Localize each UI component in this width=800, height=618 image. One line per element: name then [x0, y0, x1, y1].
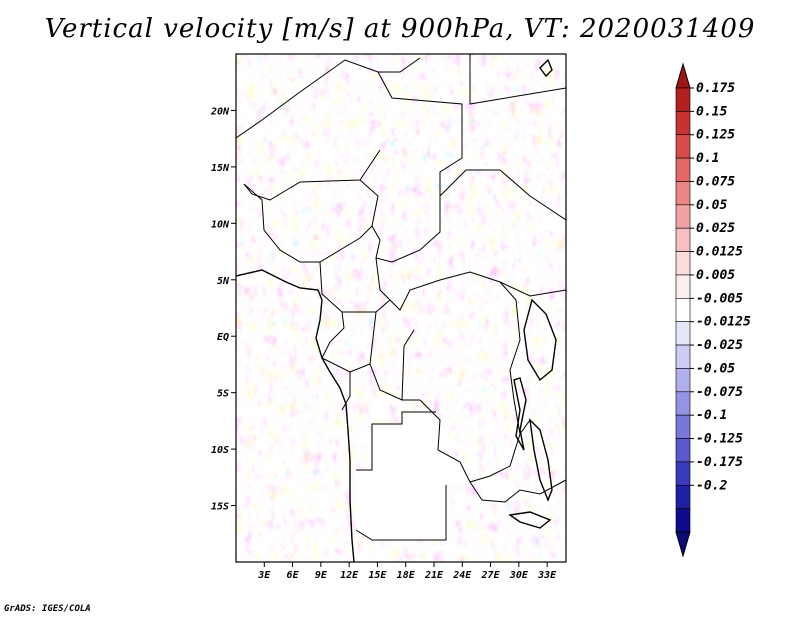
x-tick-label: 9E [315, 570, 328, 581]
x-tick-label: 18E [397, 570, 416, 581]
colorbar-swatch [675, 111, 691, 136]
x-tick-label: 27E [481, 570, 501, 581]
x-axis: 3E 6E 9E 12E 15E 18E 21E 24E 27E 30E 33E [257, 562, 557, 581]
colorbar-swatch [675, 227, 691, 252]
colorbar-under-triangle [675, 531, 691, 558]
colorbar-swatch [675, 204, 691, 229]
colorbar-label: 0.075 [696, 174, 735, 189]
credit-text: GrADS: IGES/COLA [4, 604, 91, 614]
colorbar-swatch [675, 438, 691, 463]
colorbar-swatch [675, 321, 691, 346]
colorbar-swatch [675, 274, 691, 299]
y-tick-label: 15S [211, 502, 229, 513]
colorbar-label: -0.125 [696, 432, 743, 447]
map-frame [235, 53, 567, 563]
colorbar-label: 0.15 [696, 104, 727, 119]
colorbar-label: 0.0125 [696, 245, 743, 260]
colorbar-swatch [675, 87, 691, 112]
y-tick-label: 5N [217, 276, 230, 287]
colorbar-label: 0.1 [696, 151, 719, 166]
colorbar-swatch [675, 157, 691, 182]
plot-title: Vertical velocity [m/s] at 900hPa, VT: 2… [44, 14, 756, 44]
x-tick-label: 12E [340, 570, 359, 581]
x-tick-label: 24E [452, 570, 472, 581]
x-tick-label: 6E [287, 570, 300, 581]
colorbar-label: -0.0125 [696, 315, 751, 330]
colorbar-swatch [675, 344, 691, 369]
y-tick-label: EQ [217, 332, 229, 343]
x-tick-label: 15E [368, 570, 387, 581]
colorbar-swatch [675, 251, 691, 276]
colorbar-swatch [675, 461, 691, 486]
colorbar-swatch [675, 508, 691, 533]
y-tick-label: 15N [211, 163, 230, 174]
colorbar-label: -0.075 [696, 385, 743, 400]
colorbar-label: 0.05 [696, 198, 727, 213]
colorbar-swatch [675, 181, 691, 206]
colorbar-over-triangle [675, 62, 691, 89]
colorbar-swatch [675, 368, 691, 393]
colorbar: 0.175 0.15 0.125 0.1 0.075 0.05 0.025 0.0125 0.0… [675, 62, 751, 558]
y-tick-label: 5S [217, 389, 229, 400]
x-tick-label: 30E [509, 570, 529, 581]
colorbar-label: -0.2 [696, 478, 727, 493]
colorbar-label: 0.175 [696, 81, 735, 96]
y-axis: 20N 15N 10N 5N EQ 5S 10S 15S [210, 106, 236, 513]
colorbar-swatch [675, 298, 691, 322]
colorbar-swatch [675, 484, 691, 509]
colorbar-swatch [675, 134, 691, 159]
colorbar-label: -0.1 [696, 408, 727, 423]
coastlines [236, 58, 557, 562]
colorbar-label: 0.025 [696, 221, 735, 236]
colorbar-label: -0.175 [696, 455, 743, 470]
y-tick-label: 10S [211, 445, 229, 456]
colorbar-label: 0.005 [696, 268, 735, 283]
x-tick-label: 33E [537, 570, 557, 581]
colorbar-label: -0.05 [696, 361, 735, 376]
colorbar-label: -0.005 [696, 291, 743, 306]
x-tick-label: 21E [424, 570, 444, 581]
colorbar-swatch [675, 391, 691, 416]
colorbar-label: -0.025 [696, 338, 743, 353]
y-tick-label: 10N [211, 219, 230, 230]
x-tick-label: 3E [257, 570, 271, 581]
colorbar-label: 0.125 [696, 128, 735, 143]
y-tick-label: 20N [210, 106, 230, 117]
colorbar-swatch [675, 414, 691, 439]
